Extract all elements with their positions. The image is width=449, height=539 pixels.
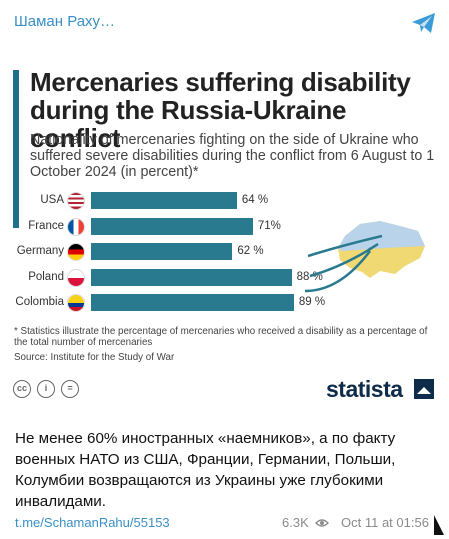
footnote: * Statistics illustrate the percentage o… xyxy=(14,326,428,348)
infographic-title: Mercenaries suffering disability during … xyxy=(30,67,411,153)
post-date: Oct 11 at 01:56 xyxy=(341,515,429,530)
bar xyxy=(91,294,294,311)
bar xyxy=(91,192,237,209)
view-count: 6.3K xyxy=(282,515,309,530)
bar-value-label: 71% xyxy=(257,219,281,232)
colombia-flag-icon xyxy=(67,294,85,312)
statista-mark-icon xyxy=(414,379,434,399)
message-footer: t.me/SchamanRahu/55153 6.3K Oct 11 at 01… xyxy=(15,515,445,533)
usa-flag-icon xyxy=(67,192,85,210)
by-icon: i xyxy=(37,380,55,398)
france-flag-icon xyxy=(67,217,85,236)
poland-flag-icon xyxy=(67,268,85,287)
channel-header: Шаман Раху… xyxy=(0,0,449,46)
nd-icon: = xyxy=(61,380,79,398)
source-label: Source: Institute for the Study of War xyxy=(14,352,175,363)
bar-label: Colombia xyxy=(15,296,64,308)
cc-icon: cc xyxy=(13,380,31,398)
bar xyxy=(91,243,233,260)
germany-flag-icon xyxy=(67,243,85,261)
bar-value-label: 89 % xyxy=(298,296,326,308)
title-accent-bar xyxy=(13,70,19,228)
eye-icon xyxy=(315,519,329,527)
infographic-subtitle: Nationality of mercenaries fighting on t… xyxy=(30,132,435,180)
bar-value-label: 64 % xyxy=(241,194,269,206)
bar-label: Poland xyxy=(28,270,64,283)
bar-label: Germany xyxy=(16,245,64,257)
message-text: Не менее 60% иностранных «наемников», а … xyxy=(15,430,396,510)
infographic-image[interactable]: Mercenaries suffering disability during … xyxy=(0,46,449,414)
bar-label: France xyxy=(28,219,64,232)
post-link[interactable]: t.me/SchamanRahu/55153 xyxy=(15,515,170,530)
bar-value-label: 62 % xyxy=(237,245,264,257)
bar-chart: USA 64 % France 71% Germany 62 % Poland 88 % Col… xyxy=(0,188,449,318)
bubble-corner-icon xyxy=(434,515,444,535)
bar xyxy=(91,217,253,235)
bar-label: USA xyxy=(40,194,64,206)
ukraine-map-icon xyxy=(304,221,425,293)
channel-title[interactable]: Шаман Раху… xyxy=(14,13,116,30)
bar xyxy=(91,268,292,286)
telegram-plane-icon[interactable] xyxy=(411,11,437,35)
statista-logo: statista xyxy=(326,376,403,402)
